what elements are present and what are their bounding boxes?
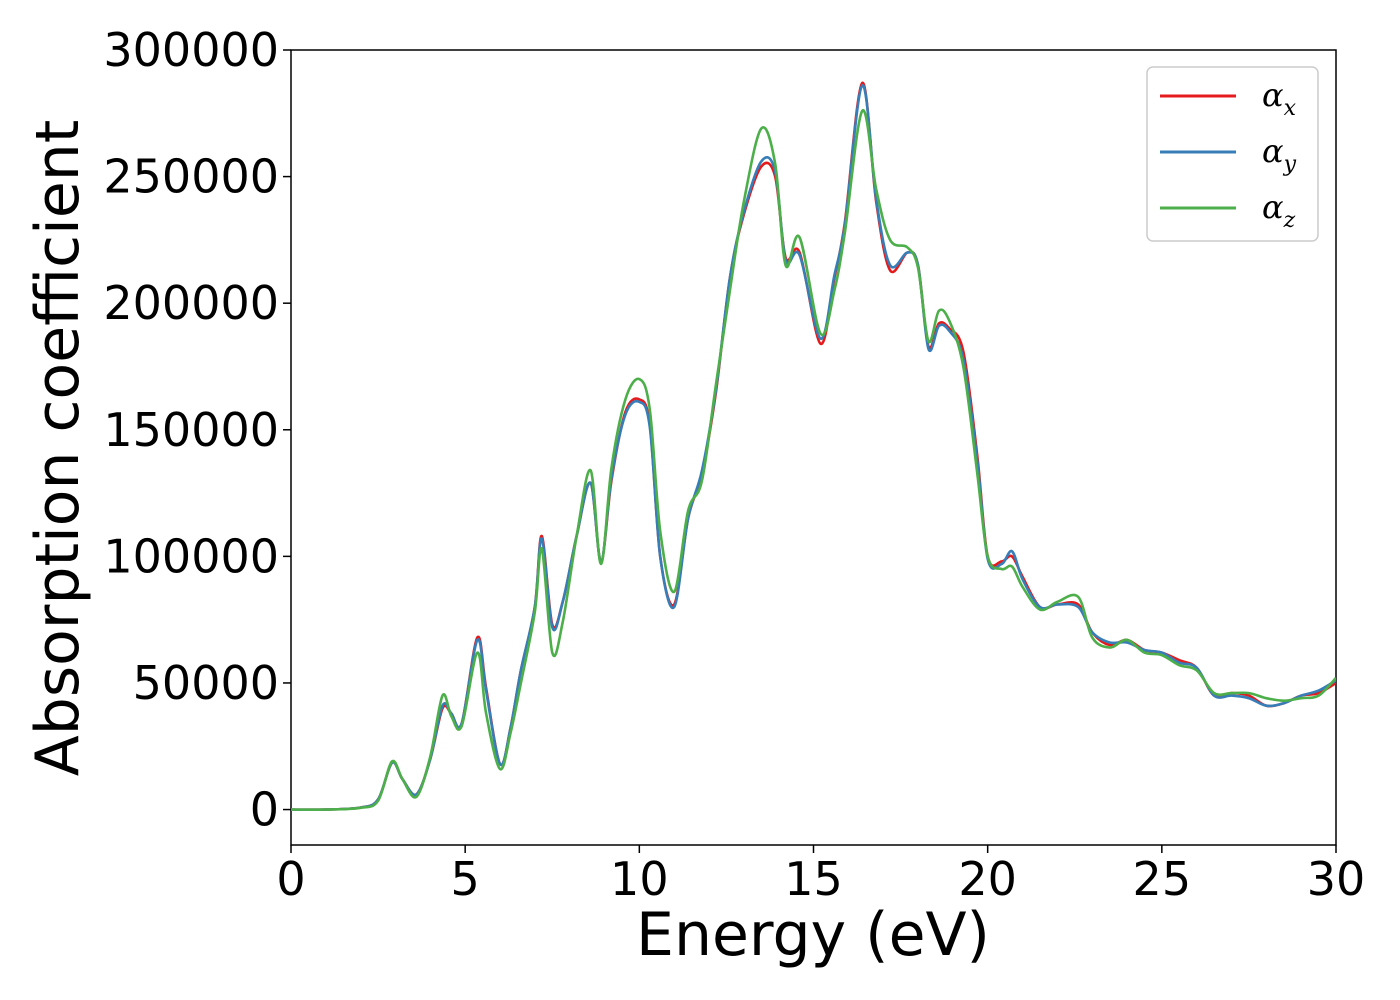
x-tick-label: 10: [610, 852, 669, 906]
x-axis-ticks: 0 5 10 15 20 25 30: [276, 845, 1365, 906]
y-tick-label: 150000: [103, 403, 279, 457]
x-tick-label: 25: [1133, 852, 1192, 906]
x-axis-title: Energy (eV): [636, 900, 990, 970]
y-tick-label: 200000: [103, 276, 279, 330]
x-tick-label: 20: [958, 852, 1017, 906]
y-tick-label: 0: [250, 783, 279, 837]
y-tick-label: 250000: [103, 150, 279, 204]
legend-label-alpha-z: αz: [1262, 188, 1296, 233]
x-tick-label: 0: [276, 852, 305, 906]
x-tick-label: 5: [451, 852, 480, 906]
legend: αx αy αz: [1146, 66, 1319, 242]
series-layer: [291, 81, 1336, 812]
legend-label-alpha-y: αy: [1262, 132, 1297, 177]
y-axis-ticks: 0 50000 100000 150000 200000 250000 300000: [103, 23, 291, 837]
y-tick-label: 300000: [103, 23, 279, 77]
legend-label-alpha-x: αx: [1262, 76, 1297, 121]
y-tick-label: 100000: [103, 529, 279, 583]
legend-box: [1146, 66, 1319, 242]
y-axis-title: Absorption coefficient: [23, 120, 93, 777]
x-tick-label: 30: [1307, 852, 1366, 906]
series-line-alpha-z: [291, 109, 1336, 811]
x-tick-label: 15: [784, 852, 843, 906]
y-tick-label: 50000: [133, 656, 279, 710]
